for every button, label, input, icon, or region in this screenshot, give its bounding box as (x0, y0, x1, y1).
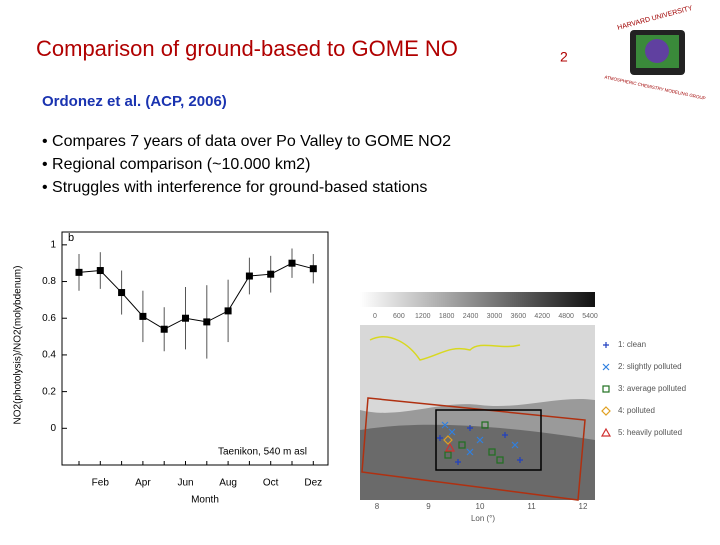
colorbar-tick-label: 5400 (582, 313, 598, 320)
data-point (309, 265, 317, 273)
colorbar-tick-label: 4800 (558, 313, 574, 320)
station-marker (481, 421, 489, 429)
station-marker (444, 442, 456, 452)
station-marker (511, 441, 519, 449)
panel-label: b (68, 232, 74, 244)
colorbar (360, 292, 595, 307)
colorbar-tick-label: 0 (373, 313, 377, 320)
y-tick-label: 0.6 (42, 313, 56, 324)
y-tick-label: 0.8 (42, 276, 56, 287)
station-marker (488, 448, 496, 456)
x-tick-label: 11 (527, 502, 536, 511)
legend-marker (601, 406, 611, 416)
data-point (182, 314, 189, 322)
annotation: Taenikon, 540 m asl (218, 447, 307, 458)
colorbar-tick-label: 2400 (463, 313, 479, 320)
x-axis-label: Month (191, 495, 219, 506)
bullet: • Compares 7 years of data over Po Valle… (42, 133, 451, 150)
data-point (139, 312, 147, 320)
station-marker (455, 459, 461, 465)
station-marker (458, 441, 466, 449)
bullet: • Struggles with interference for ground… (42, 179, 427, 196)
title-subscript: 2 (560, 49, 568, 65)
y-tick-label: 0 (50, 423, 56, 434)
y-tick-label: 1 (50, 239, 56, 250)
legend-label: 1: clean (618, 340, 646, 349)
data-point (267, 270, 275, 278)
legend-label: 2: slightly polluted (618, 362, 682, 371)
legend-marker (600, 427, 612, 437)
data-point (118, 289, 126, 297)
x-tick-label: Oct (263, 478, 279, 489)
x-tick-label: 12 (579, 502, 588, 511)
x-tick-label: Jun (177, 478, 193, 489)
station-marker (467, 425, 473, 431)
x-axis-label: Lon (°) (471, 514, 495, 523)
station-marker (466, 448, 474, 456)
x-tick-label: 9 (426, 502, 431, 511)
station-marker (502, 432, 508, 438)
slide-title: Comparison of ground-based to GOME NO (36, 36, 458, 61)
x-tick-label: Feb (92, 478, 110, 489)
station-marker (517, 457, 523, 463)
y-tick-label: 0.4 (42, 350, 56, 361)
x-tick-label: Aug (219, 478, 237, 489)
legend-label: 4: polluted (618, 406, 655, 415)
data-point (288, 259, 296, 267)
data-point (96, 267, 104, 275)
data-point (203, 318, 211, 326)
bullet: • Regional comparison (~10.000 km2) (42, 156, 310, 173)
station-marker (448, 428, 456, 436)
x-tick-label: Apr (135, 478, 151, 489)
subtitle: Ordonez et al. (ACP, 2006) (42, 93, 227, 110)
colorbar-tick-label: 600 (393, 313, 405, 320)
colorbar-tick-label: 1200 (415, 313, 431, 320)
station-marker (496, 456, 504, 464)
data-point (224, 307, 232, 315)
x-tick-label: 10 (476, 502, 485, 511)
colorbar-tick-label: 4200 (534, 313, 550, 320)
colorbar-tick-label: 1800 (439, 313, 455, 320)
data-point (160, 325, 168, 333)
station-marker (437, 435, 443, 441)
logo-text: HARVARD UNIVERSITY (617, 5, 694, 32)
station-marker (476, 436, 484, 444)
plot-frame (61, 231, 329, 466)
y-axis-label: NO2(photolysis)/NO2(molybdenum) (13, 266, 24, 425)
logo: HARVARD UNIVERSITY ATMOSPHERIC CHEMISTRY… (604, 5, 706, 101)
legend-label: 5: heavily polluted (618, 428, 682, 437)
x-tick-label: Dez (304, 478, 322, 489)
data-point (245, 272, 253, 280)
logo-text: ATMOSPHERIC CHEMISTRY MODELING GROUP (604, 75, 706, 101)
legend-marker (602, 385, 610, 393)
station-marker (444, 451, 452, 459)
map (360, 325, 595, 501)
colorbar-tick-label: 3000 (487, 313, 503, 320)
legend-marker (603, 342, 609, 348)
station-marker (441, 421, 449, 429)
colorbar-tick-label: 3600 (511, 313, 527, 320)
data-line (78, 262, 314, 330)
y-tick-label: 0.2 (42, 386, 56, 397)
legend-marker (602, 363, 610, 371)
legend-label: 3: average polluted (618, 384, 686, 393)
data-point (75, 268, 83, 276)
station-marker (443, 435, 453, 445)
x-tick-label: 8 (375, 502, 380, 511)
